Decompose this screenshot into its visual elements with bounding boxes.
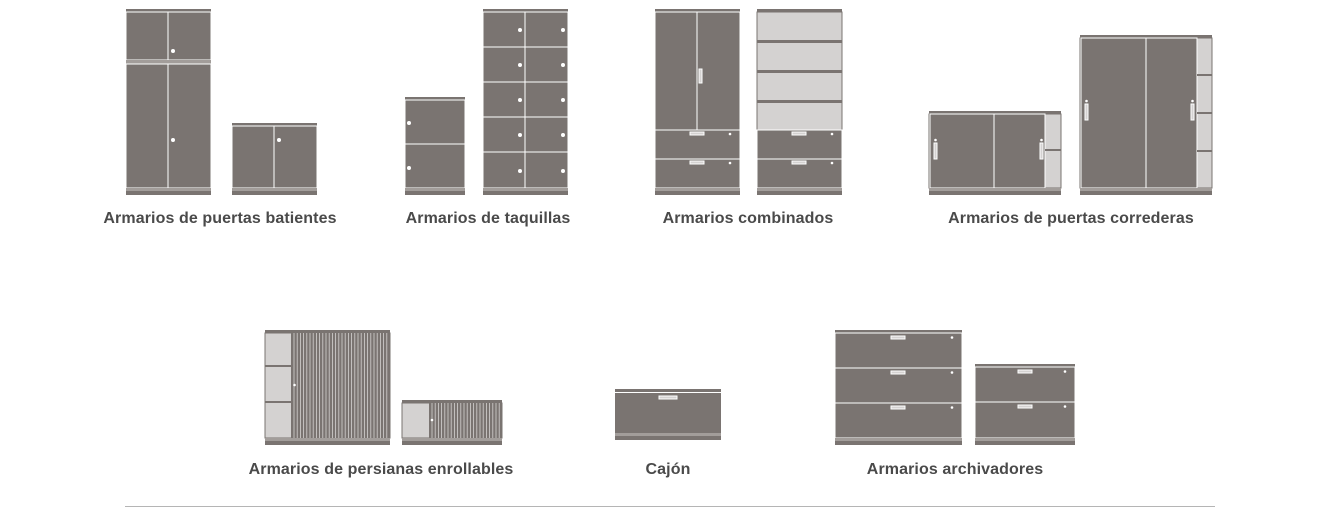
tambour-cabinets-label: Armarios de persianas enrollables <box>248 461 514 478</box>
category-combined-cabinets[interactable]: Armarios combinados <box>645 0 855 235</box>
category-swing-door-cabinets[interactable]: Armarios de puertas batientes <box>103 0 337 235</box>
filing-cabinets-illustration <box>834 330 1076 445</box>
sliding-door-cabinets-label: Armarios de puertas correderas <box>948 210 1194 227</box>
category-sliding-door-cabinets[interactable]: Armarios de puertas correderas <box>920 0 1225 235</box>
locker-cabinets-label: Armarios de taquillas <box>405 210 571 227</box>
locker-cabinets-illustration <box>404 9 569 195</box>
category-filing-cabinets[interactable]: Armarios archivadores <box>825 320 1085 485</box>
drawer-label: Cajón <box>645 461 691 478</box>
filing-cabinets-label: Armarios archivadores <box>866 461 1044 478</box>
tambour-cabinets-illustration <box>264 330 503 445</box>
category-locker-cabinets[interactable]: Armarios de taquillas <box>395 0 580 235</box>
combined-cabinets-label: Armarios combinados <box>662 210 834 227</box>
bottom-divider <box>125 506 1215 507</box>
combined-cabinets-illustration <box>654 9 843 195</box>
swing-door-cabinets-illustration <box>125 9 318 195</box>
category-drawer[interactable]: Cajón <box>605 320 730 485</box>
swing-door-cabinets-label: Armarios de puertas batientes <box>103 210 337 227</box>
sliding-door-cabinets-illustration <box>928 35 1213 195</box>
category-tambour-cabinets[interactable]: Armarios de persianas enrollables <box>249 320 513 485</box>
drawer-illustration <box>615 389 721 440</box>
